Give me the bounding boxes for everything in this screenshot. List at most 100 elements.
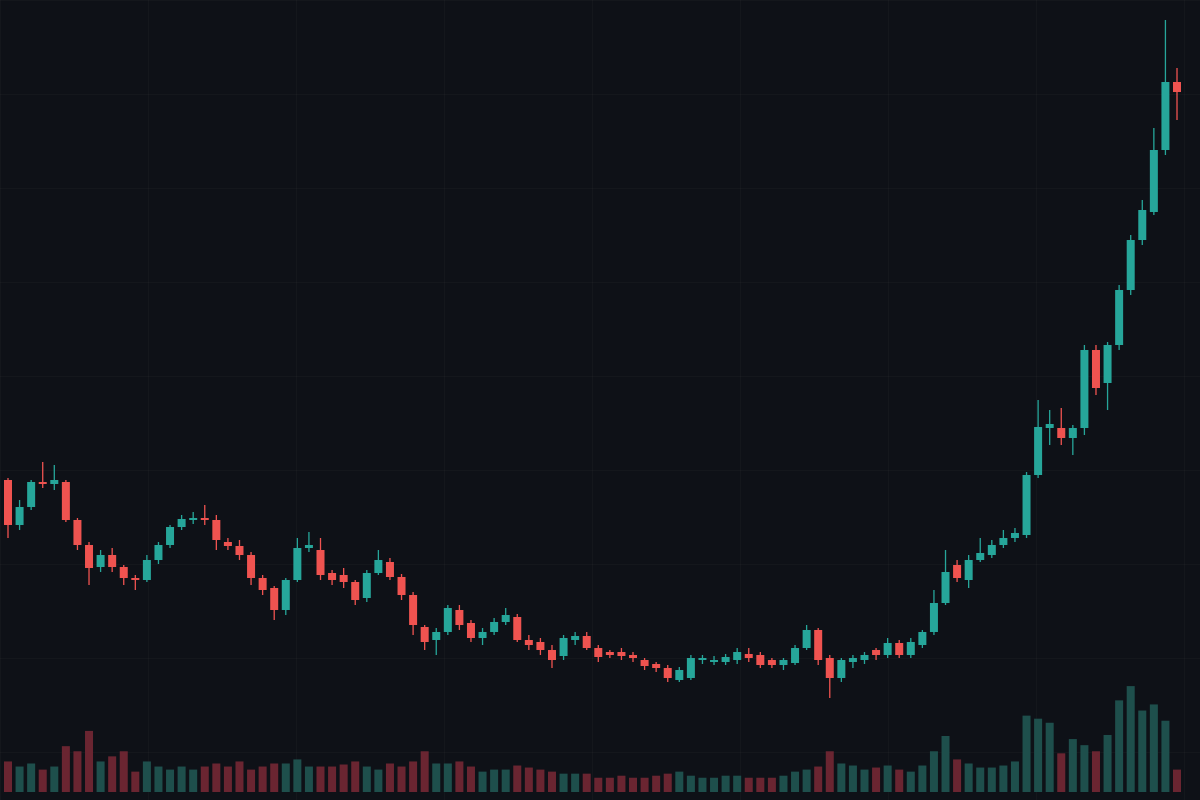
volume-bar [964, 763, 973, 792]
candle-body [200, 518, 209, 520]
volume-bar [848, 765, 857, 792]
volume-bar [61, 746, 70, 792]
volume-bar [733, 775, 742, 792]
volume-bar [571, 773, 580, 792]
candle-body [953, 565, 962, 578]
candle-body [918, 632, 927, 645]
candle-body [1068, 428, 1077, 438]
volume-bar [987, 767, 996, 792]
candle-body [571, 636, 580, 640]
candle-body [1091, 350, 1100, 388]
candle-body [605, 652, 614, 655]
volume-bar [675, 771, 684, 792]
candle-body [929, 603, 938, 632]
candle-body [1173, 82, 1181, 92]
volume-bar [895, 769, 904, 792]
candle-body [420, 627, 429, 642]
volume-bar [200, 766, 209, 792]
candle-body [131, 578, 140, 580]
volume-bar [189, 769, 198, 792]
volume-bar [698, 777, 707, 792]
volume-bar [15, 766, 24, 792]
volume-bar [617, 775, 626, 792]
volume-bar [547, 771, 556, 792]
volume-bar [1080, 745, 1089, 792]
volume-bar [466, 766, 475, 792]
volume-bar [96, 761, 105, 792]
candle-body [1161, 82, 1170, 150]
volume-bar [767, 777, 776, 792]
candle-body [247, 555, 256, 578]
volume-bar [4, 761, 12, 792]
volume-bar [270, 763, 279, 792]
volume-bar [918, 765, 927, 792]
volume-bar [293, 759, 302, 792]
candle-body [976, 553, 985, 560]
candle-body [941, 572, 950, 603]
candle-body [675, 670, 684, 680]
volume-bar [686, 775, 695, 792]
candle-body [883, 643, 892, 655]
candle-body [166, 527, 175, 545]
candle-body [594, 648, 603, 657]
candle-body [374, 560, 383, 573]
volume-bar [779, 775, 788, 792]
candle-body [85, 545, 94, 568]
candle-body [15, 507, 24, 525]
candle-body [490, 622, 499, 632]
candle-body [455, 610, 464, 625]
candle-body [270, 588, 279, 610]
volume-bar [478, 771, 487, 792]
volume-bar [50, 766, 59, 792]
candle-body [96, 555, 105, 567]
volume-bar [339, 764, 348, 792]
volume-bar [212, 763, 221, 792]
volume-bar [814, 766, 823, 792]
volume-bar [629, 777, 638, 792]
volume-bar [860, 769, 869, 792]
candle-body [756, 655, 765, 665]
volume-bar [432, 763, 441, 792]
volume-bar [177, 766, 186, 792]
volume-bar [409, 761, 418, 792]
volume-bar [1068, 739, 1077, 792]
volume-bar [142, 761, 151, 792]
candle-body [895, 643, 904, 655]
candle-body [802, 630, 811, 648]
volume-bar [501, 769, 510, 792]
candle-body [513, 617, 522, 640]
volume-bar [1149, 704, 1158, 792]
volume-bar [906, 771, 915, 792]
candle-body [848, 658, 857, 662]
volume-bar [791, 771, 800, 792]
candle-body [50, 480, 59, 484]
volume-bar [825, 751, 834, 792]
candle-body [258, 578, 267, 590]
volume-bar [328, 766, 337, 792]
volume-bar [490, 769, 499, 792]
candle-body [964, 560, 973, 580]
volume-bar [27, 763, 36, 792]
candle-body [154, 545, 163, 560]
volume-bar [663, 773, 672, 792]
volume-bar [582, 773, 591, 792]
candle-body [1126, 240, 1135, 290]
volume-bar [351, 761, 360, 792]
volume-bar [38, 769, 47, 792]
volume-bar [1115, 700, 1124, 792]
volume-bar [1091, 751, 1100, 792]
volume-bar [455, 761, 464, 792]
candle-body [304, 545, 313, 548]
volume-bar [953, 759, 962, 792]
candle-body [38, 482, 47, 484]
candle-body [1103, 345, 1112, 383]
candle-body [698, 658, 707, 660]
candle-body [547, 650, 556, 660]
volume-bar [1161, 720, 1170, 792]
candle-body [559, 638, 568, 656]
candle-body [733, 652, 742, 660]
candle-body [629, 655, 638, 658]
candle-body [906, 642, 915, 655]
candle-body [73, 520, 82, 545]
volume-bar [119, 751, 128, 792]
